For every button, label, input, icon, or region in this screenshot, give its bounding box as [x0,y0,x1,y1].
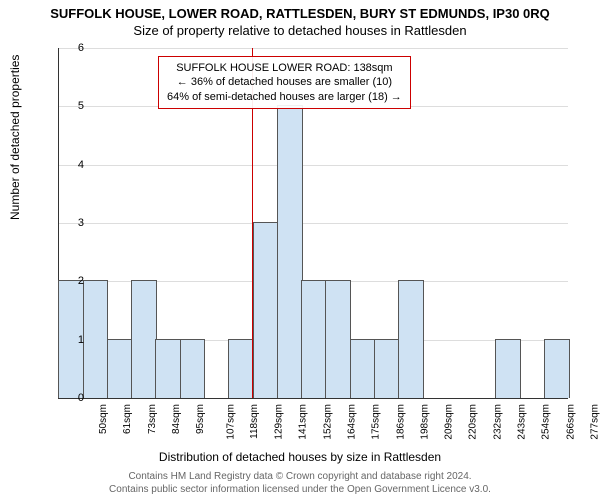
y-tick-label: 3 [64,217,84,229]
footer-line-2: Contains public sector information licen… [0,483,600,496]
chart-container: SUFFOLK HOUSE, LOWER ROAD, RATTLESDEN, B… [0,0,600,500]
x-axis-label: Distribution of detached houses by size … [0,450,600,464]
gridline [58,48,568,49]
bar [495,339,521,398]
bar [350,339,376,398]
callout-line-3: 64% of semi-detached houses are larger (… [167,90,402,104]
x-tick-label: 164sqm [347,404,358,440]
y-tick-label: 0 [64,392,84,404]
bar [325,280,351,398]
x-tick-label: 277sqm [589,404,600,440]
bar [301,280,327,398]
bar [180,339,206,398]
x-tick-label: 50sqm [98,404,109,434]
y-axis-label: Number of detached properties [8,55,22,220]
bar [374,339,400,398]
x-tick-label: 209sqm [444,404,455,440]
x-axis [58,398,568,399]
y-tick-label: 5 [64,100,84,112]
x-tick-label: 152sqm [322,404,333,440]
bar [83,280,109,398]
y-tick-label: 2 [64,275,84,287]
x-tick-label: 84sqm [171,404,182,434]
bar [398,280,424,398]
x-tick-label: 266sqm [565,404,576,440]
x-tick-label: 198sqm [419,404,430,440]
bar [544,339,570,398]
callout-line-1: SUFFOLK HOUSE LOWER ROAD: 138sqm [167,61,402,75]
footer-line-1: Contains HM Land Registry data © Crown c… [0,470,600,483]
gridline [58,165,568,166]
y-tick-label: 1 [64,334,84,346]
x-tick-label: 95sqm [195,404,206,434]
x-tick-label: 254sqm [541,404,552,440]
bar [253,222,279,398]
bar [228,339,254,398]
gridline [58,223,568,224]
title-subtitle: Size of property relative to detached ho… [0,21,600,38]
x-tick-label: 107sqm [225,404,236,440]
x-tick-label: 220sqm [468,404,479,440]
x-tick-label: 73sqm [147,404,158,434]
bar [107,339,133,398]
callout-box: SUFFOLK HOUSE LOWER ROAD: 138sqm ← 36% o… [158,56,411,109]
x-tick-label: 243sqm [517,404,528,440]
x-tick-label: 232sqm [492,404,503,440]
x-tick-label: 175sqm [371,404,382,440]
title-address: SUFFOLK HOUSE, LOWER ROAD, RATTLESDEN, B… [0,0,600,21]
bar [131,280,157,398]
y-tick-label: 6 [64,42,84,54]
chart-plot-area: SUFFOLK HOUSE LOWER ROAD: 138sqm ← 36% o… [58,48,568,398]
bar [277,105,303,398]
x-tick-label: 141sqm [298,404,309,440]
y-tick-label: 4 [64,159,84,171]
x-tick-label: 61sqm [122,404,133,434]
bar [155,339,181,398]
x-tick-label: 118sqm [249,404,260,439]
footer-attribution: Contains HM Land Registry data © Crown c… [0,470,600,496]
x-tick-label: 129sqm [274,404,285,440]
x-tick-label: 186sqm [395,404,406,440]
callout-line-2: ← 36% of detached houses are smaller (10… [167,75,402,89]
